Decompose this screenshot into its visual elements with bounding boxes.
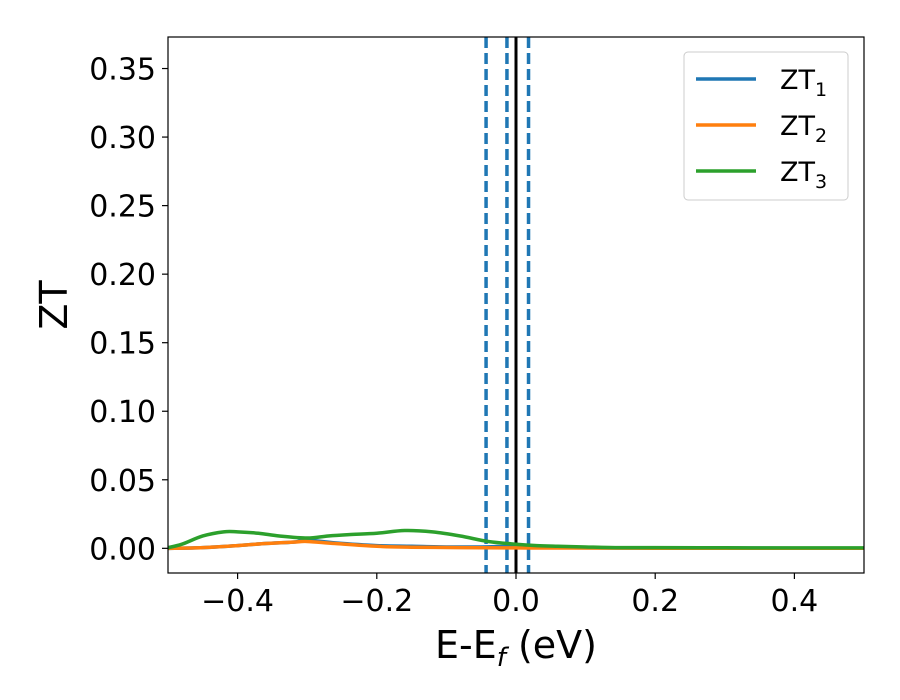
y-axis: 0.00 0.05 0.10 0.15 0.20 0.25 0.30 0.35 <box>89 53 168 567</box>
legend-label-zt2: ZT2 <box>780 111 827 147</box>
x-axis-title-main: E-E <box>435 623 497 667</box>
y-tick-label: 0.30 <box>89 121 156 156</box>
series-line-zt3 <box>168 528 864 550</box>
x-axis: −0.4 −0.2 0.0 0.2 0.4 <box>201 573 818 619</box>
y-tick-label: 0.20 <box>89 258 156 293</box>
y-tick-label: 0.15 <box>89 327 156 362</box>
x-axis-title: E-Ef (eV) <box>435 623 597 673</box>
x-tick-label: 0.0 <box>492 584 540 619</box>
y-tick-label: 0.05 <box>89 464 156 499</box>
legend-label-zt1: ZT1 <box>780 65 827 101</box>
x-axis-title-unit: (eV) <box>506 623 597 667</box>
x-tick-label: −0.4 <box>201 584 274 619</box>
legend: ZT1 ZT2 ZT3 <box>683 51 849 201</box>
legend-label-zt3: ZT3 <box>780 157 827 193</box>
series-lines <box>168 528 864 551</box>
y-tick-label: 0.00 <box>89 532 156 567</box>
x-tick-label: 0.2 <box>631 584 679 619</box>
y-tick-label: 0.35 <box>89 53 156 88</box>
y-axis-title: ZT <box>32 280 76 330</box>
x-tick-label: 0.4 <box>771 584 819 619</box>
vertical-lines <box>484 37 531 573</box>
legend-box <box>683 51 849 201</box>
y-tick-label: 0.10 <box>89 395 156 430</box>
y-tick-label: 0.25 <box>89 190 156 225</box>
x-tick-label: −0.2 <box>340 584 413 619</box>
